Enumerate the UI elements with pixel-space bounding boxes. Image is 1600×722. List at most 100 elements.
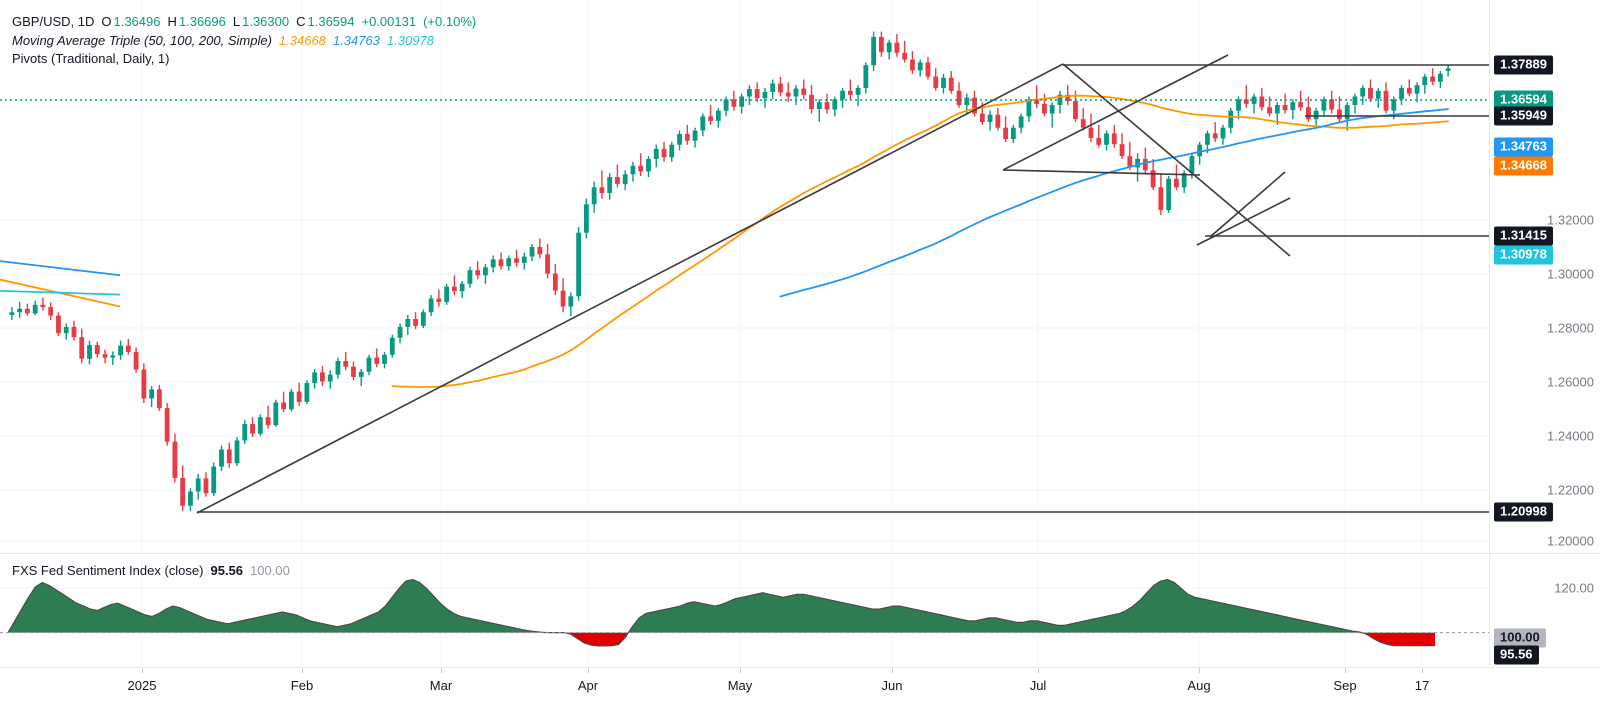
candle-body [265, 417, 271, 426]
candle-body [475, 270, 481, 276]
sentiment-pane[interactable] [0, 556, 1490, 668]
candle-body [552, 273, 558, 291]
sentiment-axis-badge[interactable]: 95.56 [1494, 645, 1539, 665]
time-axis-label: 2025 [127, 678, 157, 693]
candle-body [118, 345, 123, 356]
candle-body [195, 478, 201, 492]
candle-body [420, 312, 426, 326]
candle-body [1375, 90, 1381, 99]
time-axis-tickmark [588, 668, 589, 673]
candle-body [863, 65, 869, 88]
candle-body [1166, 178, 1172, 211]
candle-body [1003, 127, 1009, 140]
pane-divider [0, 553, 1600, 554]
ascending-channel-lower[interactable] [1002, 54, 1229, 171]
candle-body [1437, 73, 1443, 82]
candle-body [785, 92, 791, 97]
candle-body [304, 383, 310, 402]
time-axis-label: Feb [290, 678, 314, 693]
ohlc-open-label: O [101, 14, 112, 29]
candle-body [397, 326, 403, 338]
sentiment-axis-badge[interactable]: 100.00 [1494, 628, 1546, 648]
ma100-extension [0, 260, 121, 277]
candle-body [1274, 105, 1280, 114]
sentiment-legend[interactable]: FXS Fed Sentiment Index (close) 95.56 100.… [12, 563, 290, 578]
candle-body [708, 116, 713, 121]
price-axis-badge[interactable]: 1.20998 [1494, 502, 1553, 522]
candle-body [1212, 133, 1218, 139]
candle-body [320, 372, 325, 382]
sentiment-axis-tick: 120.00 [1554, 580, 1594, 596]
candle-body [188, 491, 193, 506]
time-axis-tickmark [302, 668, 303, 673]
time-axis-tickmark [441, 668, 442, 673]
candle-body [715, 110, 721, 121]
price-axis-tick: 1.32000 [1547, 212, 1594, 228]
price-axis-badge[interactable]: 1.30978 [1494, 245, 1553, 265]
price-axis[interactable]: 1.32000 1.30000 1.28000 1.26000 1.24000 1.220… [1490, 0, 1600, 552]
candle-body [17, 308, 23, 313]
channel-base-segment[interactable] [1002, 169, 1201, 176]
moving-average-legend[interactable]: Moving Average Triple (50, 100, 200, Sim… [12, 33, 434, 48]
sentiment-chart-canvas [0, 556, 1490, 668]
symbol-legend[interactable]: GBP/USD, 1D O 1.36496 H 1.36696 L 1.36300 C 1.36… [12, 14, 476, 29]
candle-body [1088, 127, 1094, 138]
candle-body [731, 99, 737, 107]
candle-body [1313, 110, 1319, 120]
candle-body [964, 97, 970, 106]
sentiment-axis[interactable]: 120.00 100.00 95.56 [1490, 556, 1600, 668]
minor-trendline-2[interactable] [1196, 197, 1291, 246]
candle-body [840, 90, 845, 100]
candle-body [483, 267, 488, 276]
candle-body [1181, 173, 1187, 188]
candle-body [63, 326, 69, 334]
price-axis-badge[interactable]: 1.34668 [1494, 156, 1553, 176]
candle-body [428, 298, 434, 313]
ma-legend-title: Moving Average Triple (50, 100, 200, Sim… [12, 33, 272, 48]
candle-body [832, 99, 838, 110]
price-axis-badge[interactable]: 1.35949 [1494, 106, 1553, 126]
candle-body [886, 42, 892, 53]
candle-body [281, 402, 287, 410]
candle-body [599, 187, 605, 193]
candle-body [351, 366, 356, 377]
candle-body [941, 77, 946, 88]
price-axis-badge[interactable]: 1.37889 [1494, 55, 1553, 75]
candle-body [1220, 127, 1226, 139]
candle-body [770, 83, 776, 92]
ma50-value: 1.34668 [278, 33, 326, 48]
candle-body [1329, 99, 1335, 110]
candle-body [141, 369, 147, 399]
candle-body [1158, 187, 1164, 211]
time-axis-tickmark [142, 668, 143, 673]
candle-body [1142, 158, 1148, 171]
candle-body [1422, 76, 1428, 86]
sentiment-baseline: 100.00 [250, 563, 290, 578]
candle-body [801, 88, 807, 95]
price-axis-badge[interactable]: 1.36594 [1494, 90, 1553, 110]
ascending-support-trendline[interactable] [196, 63, 1064, 514]
candle-body [871, 36, 877, 66]
symbol-name[interactable]: GBP/USD, 1D [12, 14, 95, 29]
price-pane[interactable] [0, 0, 1490, 552]
descending-resistance-trendline[interactable] [1062, 63, 1291, 257]
minor-trendline[interactable] [1209, 171, 1286, 238]
candle-body [467, 270, 473, 284]
candle-body [622, 174, 628, 184]
candle-body [1018, 116, 1024, 128]
candle-body [110, 355, 116, 358]
price-axis-badge[interactable]: 1.31415 [1494, 226, 1553, 246]
candle-body [1430, 76, 1435, 82]
pivots-legend[interactable]: Pivots (Traditional, Daily, 1) [12, 51, 170, 66]
price-axis-tick: 1.24000 [1547, 428, 1594, 444]
time-axis-label: 17 [1414, 678, 1430, 693]
candle-body [1282, 105, 1288, 111]
time-axis[interactable]: 2025 Feb Mar Apr May Jun Jul Aug Sep 17 [0, 668, 1600, 722]
time-axis-separator [0, 667, 1600, 668]
price-axis-badge[interactable]: 1.34763 [1494, 137, 1553, 157]
candle-body [1080, 119, 1086, 128]
candle-body [164, 408, 170, 442]
candle-body [754, 89, 760, 99]
candle-body [203, 478, 209, 494]
